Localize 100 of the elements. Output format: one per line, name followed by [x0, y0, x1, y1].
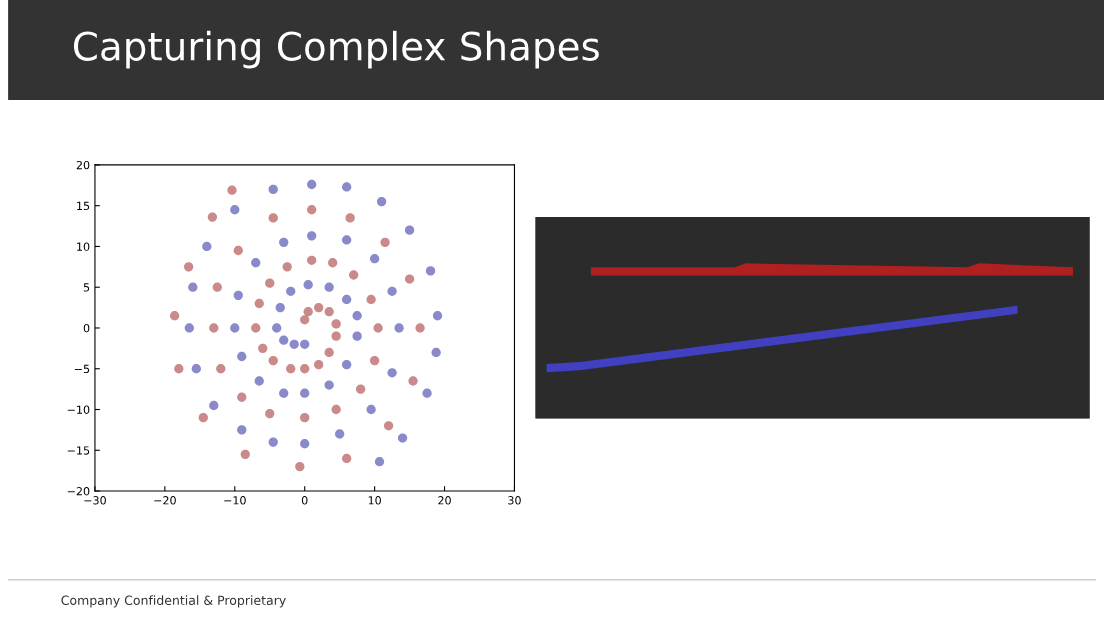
point — [369, 355, 380, 366]
point — [374, 457, 385, 467]
point — [254, 376, 264, 386]
point — [366, 404, 376, 415]
point — [387, 368, 397, 378]
point — [300, 388, 310, 398]
point — [265, 278, 275, 288]
point — [282, 262, 292, 272]
point — [279, 388, 289, 398]
point — [272, 323, 282, 333]
text: Company Confidential & Proprietary — [61, 595, 286, 608]
point — [300, 439, 310, 449]
y-tick-label: 15 — [77, 201, 90, 211]
point — [237, 351, 247, 362]
point — [324, 380, 334, 390]
point — [342, 360, 352, 370]
x-tick-label: −10 — [224, 496, 246, 505]
point — [202, 241, 212, 252]
point — [212, 282, 222, 292]
point — [300, 315, 310, 325]
point — [286, 286, 296, 296]
point — [209, 400, 219, 411]
point — [380, 237, 390, 248]
point — [348, 270, 359, 280]
point — [404, 274, 415, 284]
point — [198, 413, 208, 423]
point — [230, 323, 240, 333]
point — [352, 311, 362, 321]
point — [328, 258, 338, 268]
point — [279, 335, 289, 345]
point — [355, 384, 366, 394]
point — [268, 213, 278, 223]
y-tick-label: −5 — [74, 364, 90, 374]
x-tick-label: 0 — [301, 496, 308, 505]
point — [303, 280, 313, 290]
point — [331, 404, 341, 415]
chart-title: Capturing Complex Shapes — [73, 30, 599, 69]
point — [331, 319, 341, 329]
point — [408, 376, 418, 386]
point — [279, 237, 289, 248]
y-tick-label: −15 — [67, 446, 90, 455]
point — [303, 307, 313, 317]
point — [251, 258, 261, 268]
y-tick-label: 0 — [83, 323, 90, 333]
point — [207, 212, 218, 222]
y-tick-label: 20 — [76, 160, 90, 170]
point — [397, 433, 408, 443]
point — [233, 290, 243, 301]
point — [237, 392, 247, 402]
point — [324, 282, 334, 292]
x-tick-label: −30 — [84, 496, 106, 505]
point — [184, 323, 194, 333]
point — [191, 364, 201, 374]
y-tick-label: −20 — [67, 487, 90, 496]
y-tick-label: 5 — [83, 283, 90, 292]
point — [268, 437, 278, 447]
point — [295, 461, 305, 472]
x-tick-label: 30 — [508, 496, 521, 505]
x-tick-label: 10 — [368, 496, 381, 505]
point — [188, 282, 198, 292]
point — [394, 323, 404, 333]
point — [275, 302, 285, 313]
point — [415, 323, 425, 333]
point — [387, 286, 397, 296]
point — [366, 294, 376, 305]
point — [240, 449, 250, 460]
point — [254, 298, 264, 309]
point — [300, 413, 310, 423]
point — [307, 179, 317, 190]
y-tick-label: 10 — [77, 242, 90, 251]
point — [383, 421, 394, 431]
point — [307, 255, 317, 265]
point — [230, 205, 240, 215]
point — [183, 262, 194, 272]
point — [373, 323, 383, 333]
point — [331, 331, 341, 341]
point — [265, 408, 275, 419]
point — [268, 184, 278, 195]
point — [432, 311, 443, 321]
point — [251, 323, 261, 333]
point — [314, 302, 324, 313]
point — [216, 364, 226, 374]
point — [237, 425, 247, 435]
point — [300, 364, 310, 374]
point — [342, 182, 352, 192]
point — [342, 453, 352, 464]
point — [342, 235, 352, 245]
point — [314, 360, 324, 370]
point — [289, 339, 299, 349]
point — [209, 323, 219, 333]
y-tick-label: −10 — [67, 405, 90, 414]
point — [376, 196, 387, 207]
point — [422, 388, 432, 398]
point — [233, 245, 243, 256]
point — [335, 429, 345, 439]
x-tick-label: −20 — [154, 496, 176, 505]
point — [342, 294, 352, 305]
point — [352, 331, 362, 341]
point — [324, 307, 334, 317]
point — [300, 339, 310, 349]
